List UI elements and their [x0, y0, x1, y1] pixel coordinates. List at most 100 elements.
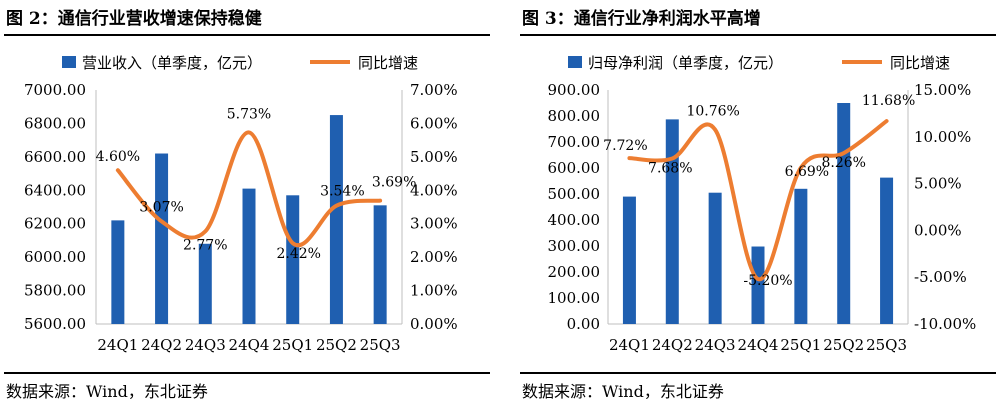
- y-tick-right-label: -10.00%: [914, 315, 976, 333]
- y-tick-left-label: 500.00: [548, 185, 601, 203]
- y-tick-right-label: 2.00%: [410, 248, 458, 266]
- data-label: 5.73%: [227, 106, 271, 122]
- y-tick-left-label: 700.00: [548, 133, 601, 151]
- bar: [880, 177, 894, 324]
- chart-panel-profit: 图 3：通信行业净利润水平高增 归母净利润（单季度，亿元） 同比增速 900.00 8…: [516, 0, 1002, 406]
- bar: [751, 246, 765, 324]
- x-tick-label: 24Q2: [141, 336, 182, 354]
- data-label: 2.42%: [276, 246, 320, 262]
- x-tick-label: 24Q1: [97, 336, 138, 354]
- legend-bar-swatch: [568, 56, 582, 68]
- x-tick-label: 24Q4: [738, 336, 779, 354]
- y-tick-right-label: 0.00%: [410, 315, 458, 333]
- growth-line: [627, 119, 889, 282]
- source-divider: [4, 372, 490, 374]
- data-label: 3.07%: [139, 199, 183, 215]
- legend-line-label: 同比增速: [890, 54, 950, 72]
- bar: [329, 115, 343, 324]
- bar: [373, 205, 387, 324]
- line-point: [117, 169, 119, 171]
- y-tick-left-label: 100.00: [548, 289, 601, 307]
- bar: [665, 119, 679, 324]
- y-tick-left-label: 200.00: [548, 263, 601, 281]
- bar: [155, 153, 169, 324]
- y-tick-right-label: 0.00%: [914, 221, 962, 239]
- line-point: [800, 167, 802, 169]
- x-tick-label: 25Q3: [866, 336, 907, 354]
- data-label: 11.68%: [862, 93, 915, 109]
- line-point: [335, 205, 337, 207]
- data-label: 7.68%: [648, 161, 692, 177]
- x-tick-label: 25Q1: [780, 336, 821, 354]
- x-tick-label: 25Q3: [360, 336, 401, 354]
- data-label: 8.26%: [821, 155, 865, 171]
- data-label: 7.72%: [603, 138, 647, 154]
- line-point: [843, 152, 845, 154]
- y-tick-right-label: -5.00%: [914, 268, 967, 286]
- y-tick-right-label: 5.00%: [410, 148, 458, 166]
- y-tick-left-label: 300.00: [548, 237, 601, 255]
- data-label: 3.54%: [320, 184, 364, 200]
- y-tick-right-label: 15.00%: [914, 81, 971, 99]
- data-label: 6.69%: [785, 164, 829, 180]
- bar: [111, 220, 125, 324]
- y-tick-left-label: 800.00: [548, 107, 601, 125]
- x-tick-label: 24Q3: [185, 336, 226, 354]
- line-point: [161, 220, 163, 222]
- revenue-chart: 营业收入（单季度，亿元） 同比增速 7000.00 6800.00 6600.00 640…: [24, 54, 458, 354]
- line-point: [671, 158, 673, 160]
- title-divider: [520, 34, 996, 36]
- legend-bar-label: 营业收入（单季度，亿元）: [82, 54, 262, 72]
- y-tick-right-label: 5.00%: [914, 175, 962, 193]
- data-label: 3.69%: [372, 175, 416, 191]
- x-tick-label: 24Q3: [695, 336, 736, 354]
- y-tick-left-label: 7000.00: [24, 81, 86, 99]
- y-tick-right-label: 4.00%: [410, 181, 458, 199]
- source-divider: [520, 372, 996, 374]
- legend-line-label: 同比增速: [358, 54, 418, 72]
- line-point: [204, 230, 206, 232]
- bar: [837, 103, 851, 324]
- y-tick-left-label: 900.00: [548, 81, 601, 99]
- y-tick-left-label: 6000.00: [24, 248, 86, 266]
- bar: [794, 188, 808, 324]
- x-tick-label: 25Q2: [316, 336, 357, 354]
- line-point: [292, 242, 294, 244]
- y-tick-left-label: 600.00: [548, 159, 601, 177]
- y-tick-left-label: 5800.00: [24, 282, 86, 300]
- x-tick-label: 24Q2: [652, 336, 693, 354]
- x-tick-label: 24Q1: [609, 336, 650, 354]
- line-point: [714, 129, 716, 131]
- line-point: [379, 200, 381, 202]
- source-note: 数据来源：Wind，东北证券: [6, 382, 208, 401]
- chart-title: 图 2：通信行业营收增速保持稳健: [6, 9, 262, 29]
- data-label: 2.77%: [183, 237, 227, 253]
- legend-bar-swatch: [62, 56, 76, 68]
- y-tick-right-label: 7.00%: [410, 81, 458, 99]
- bar: [286, 195, 300, 324]
- y-tick-right-label: 10.00%: [914, 128, 971, 146]
- data-label: 10.76%: [686, 104, 739, 120]
- chart-title: 图 3：通信行业净利润水平高增: [522, 9, 761, 29]
- x-tick-label: 25Q1: [272, 336, 313, 354]
- y-tick-left-label: 6200.00: [24, 215, 86, 233]
- line-point: [628, 157, 630, 159]
- data-label: 4.60%: [96, 149, 140, 165]
- legend-bar-label: 归母净利润（单季度，亿元）: [588, 54, 783, 72]
- y-tick-left-label: 6800.00: [24, 114, 86, 132]
- y-tick-left-label: 6600.00: [24, 148, 86, 166]
- chart-panel-revenue: 图 2：通信行业营收增速保持稳健 营业收入（单季度，亿元） 同比增速 7000.00…: [0, 0, 496, 406]
- title-divider: [4, 34, 490, 36]
- y-tick-right-label: 1.00%: [410, 282, 458, 300]
- bar: [622, 196, 636, 324]
- x-tick-label: 25Q2: [823, 336, 864, 354]
- bar: [708, 192, 722, 324]
- bar: [198, 243, 212, 324]
- source-note: 数据来源：Wind，东北证券: [522, 382, 724, 401]
- y-tick-left-label: 400.00: [548, 211, 601, 229]
- profit-chart: 归母净利润（单季度，亿元） 同比增速 900.00 800.00 700.00 600.0…: [548, 54, 977, 354]
- line-point: [886, 120, 888, 122]
- data-label: -5.20%: [743, 273, 792, 289]
- bar: [242, 188, 256, 324]
- x-tick-label: 24Q4: [229, 336, 270, 354]
